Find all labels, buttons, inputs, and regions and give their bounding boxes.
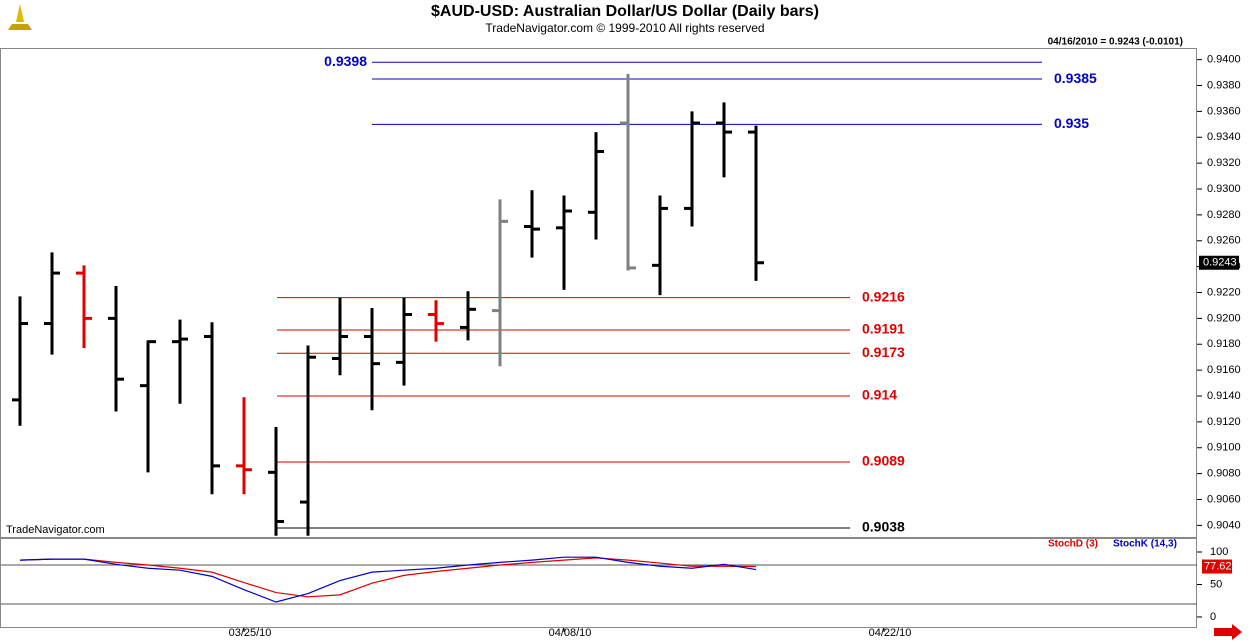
level-label: 0.9385: [1054, 70, 1097, 86]
last-value-label: 77.62: [1204, 560, 1232, 572]
y-tick-label: 50: [1210, 578, 1222, 590]
y-tick-label: 0.9260: [1207, 235, 1241, 247]
logo: [8, 4, 32, 30]
y-tick-label: 0.9200: [1207, 312, 1241, 324]
level-label: 0.9191: [862, 321, 905, 337]
x-tick-label: 04/22/10: [869, 627, 912, 639]
y-tick-label: 0: [1210, 611, 1216, 623]
y-tick-label: 0.9140: [1207, 390, 1241, 402]
x-tick-label: 03/25/10: [229, 627, 272, 639]
y-tick-label: 0.9280: [1207, 209, 1241, 221]
scroll-arrow[interactable]: [1214, 624, 1242, 640]
y-tick-label: 0.9060: [1207, 493, 1241, 505]
level-label: 0.935: [1054, 115, 1089, 131]
y-tick-label: 0.9100: [1207, 442, 1241, 454]
chart-title: $AUD-USD: Australian Dollar/US Dollar (D…: [431, 3, 819, 20]
logo-base: [8, 24, 32, 30]
level-label: 0.9089: [862, 453, 905, 469]
y-tick-label: 0.9080: [1207, 468, 1241, 480]
y-tick-label: 0.9300: [1207, 183, 1241, 195]
y-tick-label: 100: [1210, 546, 1228, 558]
level-label: 0.9173: [862, 344, 905, 360]
level-label: 0.9398: [324, 53, 367, 69]
last-value-box: [1199, 255, 1239, 270]
legend-label: StochK (14,3): [1113, 539, 1177, 550]
price-panel-frame: [0, 48, 1197, 538]
level-label: 0.914: [862, 387, 897, 403]
level-label: 0.9216: [862, 288, 905, 304]
y-tick-label: 0.9040: [1207, 519, 1241, 531]
y-tick-label: 0.9340: [1207, 131, 1241, 143]
last-value-label: 0.9243: [1203, 257, 1237, 269]
y-tick-label: 0.9360: [1207, 105, 1241, 117]
stoch-panel-frame: [0, 538, 1197, 628]
stoch-line: [19, 556, 757, 603]
stoch-line: [19, 557, 757, 598]
y-tick-label: 0.9120: [1207, 416, 1241, 428]
last-value-box: [1202, 559, 1232, 574]
logo-sail: [16, 4, 24, 22]
y-tick-label: 0.9220: [1207, 286, 1241, 298]
level-label: 0.9038: [862, 519, 905, 535]
y-tick-label: 0.9160: [1207, 364, 1241, 376]
y-tick-label: 0.9380: [1207, 79, 1241, 91]
x-tick-label: 04/08/10: [549, 627, 592, 639]
chart-subtitle: TradeNavigator.com © 1999-2010 All right…: [485, 21, 764, 35]
watermark: TradeNavigator.com: [6, 524, 105, 536]
y-tick-label: 0.9400: [1207, 54, 1241, 66]
legend-label: StochD (3): [1048, 539, 1098, 550]
y-tick-label: 0.9180: [1207, 338, 1241, 350]
y-tick-label: 0.9320: [1207, 157, 1241, 169]
header-note: 04/16/2010 = 0.9243 (-0.0101): [1048, 37, 1183, 48]
